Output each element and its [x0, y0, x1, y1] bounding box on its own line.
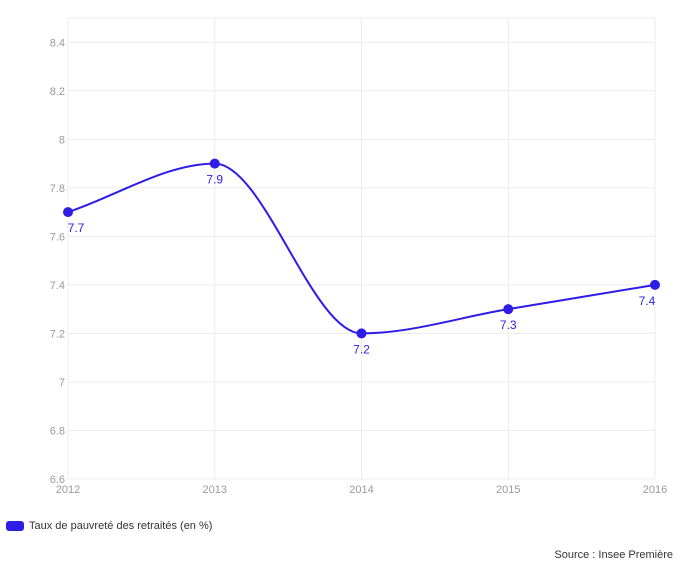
grid-lines	[67, 17, 656, 480]
legend[interactable]: Taux de pauvreté des retraités (en %)	[6, 520, 212, 532]
line-chart: 6.66.877.27.47.67.888.28.4 2012 2013 2014 2…	[50, 17, 667, 496]
legend-swatch	[6, 521, 24, 531]
x-tick-label: 2012	[56, 484, 80, 496]
data-point[interactable]	[356, 328, 367, 339]
data-point[interactable]	[209, 158, 220, 169]
data-label: 7.9	[206, 173, 223, 187]
data-label: 7.2	[353, 342, 370, 356]
data-label: 7.7	[68, 221, 85, 235]
x-tick-label: 2015	[496, 484, 520, 496]
data-label: 7.3	[500, 318, 517, 332]
data-label: 7.4	[639, 294, 656, 308]
y-tick-label: 7	[59, 377, 65, 389]
legend-label: Taux de pauvreté des retraités (en %)	[29, 520, 213, 532]
data-points	[63, 158, 660, 339]
y-tick-label: 6.8	[50, 425, 65, 437]
y-tick-label: 7.8	[50, 183, 65, 195]
y-tick-label: 8.4	[50, 37, 65, 49]
data-point[interactable]	[503, 304, 514, 315]
data-point[interactable]	[63, 207, 73, 218]
x-axis-ticks: 2012 2013 2014 2015 2016	[56, 484, 667, 496]
y-tick-label: 8.2	[50, 86, 65, 98]
series-line	[67, 162, 656, 335]
y-tick-label: 7.2	[50, 328, 65, 340]
source-note: Source : Insee Première	[554, 549, 673, 561]
y-tick-label: 8	[59, 134, 65, 146]
y-axis-ticks: 6.6 6.8 7 7.2 7.4 7.6 7.8 8 8.2 8.4	[50, 37, 65, 486]
y-tick-label: 7.4	[50, 280, 65, 292]
y-tick-label: 7.6	[50, 231, 65, 243]
y-tick-label: 6.6	[50, 474, 65, 486]
data-point[interactable]	[650, 279, 660, 290]
x-tick-label: 2016	[643, 484, 667, 496]
x-tick-label: 2014	[349, 484, 373, 496]
data-labels: 7.7 7.9 7.2 7.3 7.4	[68, 173, 656, 357]
x-tick-label: 2013	[203, 484, 227, 496]
